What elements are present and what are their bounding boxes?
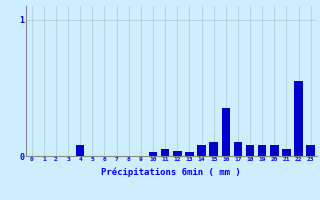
Bar bbox=[149, 152, 157, 156]
Bar bbox=[173, 151, 181, 156]
Bar bbox=[197, 145, 206, 156]
Bar bbox=[221, 108, 230, 156]
Bar bbox=[246, 145, 254, 156]
Bar bbox=[282, 149, 291, 156]
X-axis label: Précipitations 6min ( mm ): Précipitations 6min ( mm ) bbox=[101, 168, 241, 177]
Bar bbox=[270, 145, 279, 156]
Bar bbox=[209, 142, 218, 156]
Bar bbox=[258, 145, 267, 156]
Bar bbox=[307, 145, 315, 156]
Bar bbox=[294, 81, 303, 156]
Bar bbox=[185, 152, 194, 156]
Bar bbox=[76, 145, 84, 156]
Bar bbox=[161, 149, 169, 156]
Bar bbox=[234, 142, 242, 156]
